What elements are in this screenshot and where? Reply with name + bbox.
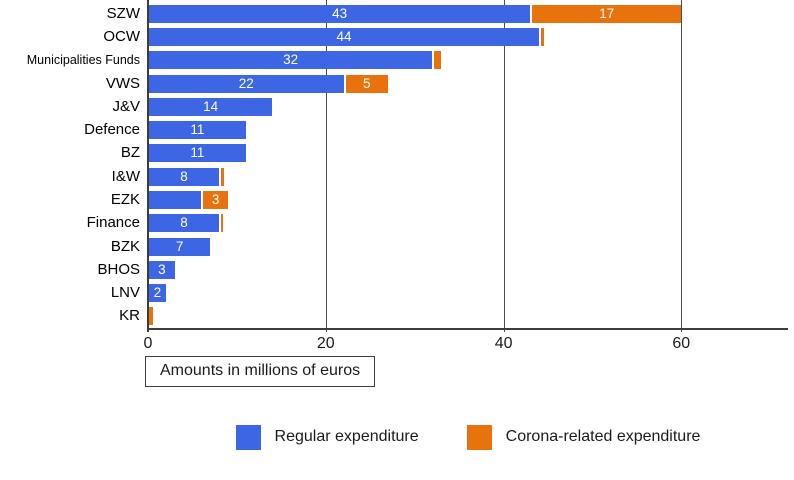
category-label-ezk: EZK bbox=[110, 190, 140, 208]
category-label-lnv: LNV bbox=[110, 284, 140, 302]
bar-ocw-corona bbox=[541, 27, 545, 46]
bar-value-ezk-corona: 3 bbox=[211, 191, 220, 207]
category-label-j-v: J&V bbox=[112, 97, 140, 115]
category-label-bz: BZ bbox=[120, 144, 140, 162]
bar-value-defence-regular: 11 bbox=[190, 122, 205, 138]
bar-value-j-v-regular: 14 bbox=[203, 98, 219, 114]
bar-value-i-w-regular: 8 bbox=[180, 168, 188, 184]
category-label-municipalities-funds: Municipalities Funds bbox=[26, 53, 140, 68]
bar-value-bz-regular: 11 bbox=[190, 145, 205, 161]
x-tick-20: 20 bbox=[316, 335, 335, 352]
bar-value-bhos-regular: 3 bbox=[158, 261, 166, 277]
bar-value-ocw-regular: 44 bbox=[336, 28, 352, 44]
bar-lnv-regular bbox=[149, 284, 166, 303]
bar-i-w-corona bbox=[221, 167, 225, 186]
bar-finance-regular bbox=[149, 214, 220, 233]
bar-szw-corona bbox=[532, 4, 682, 23]
x-tick-40: 40 bbox=[494, 335, 513, 352]
bar-value-vws-regular: 22 bbox=[238, 75, 254, 91]
bar-bhos-regular bbox=[149, 260, 175, 279]
category-label-bhos: BHOS bbox=[97, 260, 140, 278]
bar-defence-regular bbox=[149, 121, 246, 140]
bar-ezk-corona bbox=[203, 190, 228, 209]
x-tick-0: 0 bbox=[143, 335, 153, 352]
bar-bz-regular bbox=[149, 144, 246, 163]
bar-municipalities-funds-corona bbox=[434, 51, 442, 70]
legend-swatch-corona-related-expenditure bbox=[466, 424, 492, 450]
legend: Regular expenditure Corona-related expend… bbox=[148, 421, 788, 453]
legend-label-regular-expenditure: Regular expenditure bbox=[274, 428, 419, 445]
bar-vws-regular bbox=[149, 74, 344, 93]
legend-swatch-regular-expenditure bbox=[235, 424, 261, 450]
bar-szw-regular bbox=[149, 4, 531, 23]
legend-item-regular-expenditure: Regular expenditure bbox=[235, 424, 419, 450]
category-label-szw: SZW bbox=[106, 4, 140, 22]
axis-units-note: Amounts in millions of euros bbox=[145, 356, 376, 387]
category-label-defence: Defence bbox=[84, 121, 140, 139]
bar-value-szw-regular: 43 bbox=[332, 5, 348, 21]
category-label-kr: KR bbox=[119, 307, 140, 325]
gridline-60 bbox=[681, 0, 683, 332]
bar-vws-corona bbox=[345, 74, 388, 93]
bar-value-finance-regular: 8 bbox=[180, 215, 188, 231]
bar-kr-corona bbox=[149, 307, 154, 326]
category-label-bzk: BZK bbox=[110, 237, 140, 255]
bar-bzk-regular bbox=[149, 237, 211, 256]
bar-finance-corona bbox=[221, 214, 224, 233]
bar-value-lnv-regular: 2 bbox=[153, 285, 162, 301]
bar-value-bzk-regular: 7 bbox=[175, 238, 184, 254]
x-axis-line bbox=[147, 328, 788, 330]
category-label-i-w: I&W bbox=[111, 167, 140, 185]
category-label-vws: VWS bbox=[105, 74, 140, 92]
category-label-finance: Finance bbox=[86, 214, 140, 232]
x-tick-60: 60 bbox=[672, 335, 691, 352]
category-label-ocw: OCW bbox=[103, 27, 140, 45]
bar-value-vws-corona: 5 bbox=[363, 75, 371, 91]
legend-item-corona-related-expenditure: Corona-related expenditure bbox=[466, 424, 701, 450]
gridline-20 bbox=[325, 0, 327, 332]
bar-j-v-regular bbox=[149, 97, 273, 116]
bar-value-szw-corona: 17 bbox=[599, 5, 615, 21]
y-axis-line bbox=[147, 0, 149, 332]
bar-municipalities-funds-regular bbox=[149, 51, 433, 70]
bar-ezk-regular bbox=[149, 190, 202, 209]
bar-value-municipalities-funds-regular: 32 bbox=[283, 52, 299, 68]
legend-label-corona-related-expenditure: Corona-related expenditure bbox=[505, 428, 701, 445]
gridline-40 bbox=[503, 0, 505, 332]
bar-ocw-regular bbox=[149, 27, 540, 46]
bar-i-w-regular bbox=[149, 167, 220, 186]
